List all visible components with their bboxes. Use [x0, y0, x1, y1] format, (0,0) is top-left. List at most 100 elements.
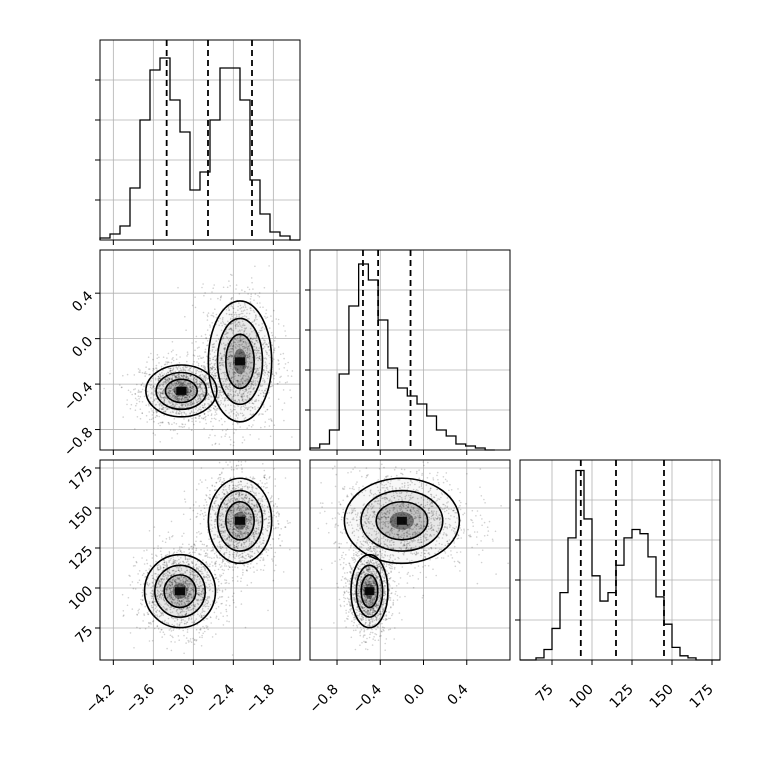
scatter-point [178, 381, 180, 383]
scatter-point [186, 394, 188, 397]
scatter-point [180, 374, 183, 377]
scatter-point [160, 629, 162, 631]
scatter-point [151, 553, 153, 555]
scatter-point [230, 468, 233, 471]
scatter-point [225, 604, 227, 606]
scatter-point [207, 628, 209, 631]
scatter-point [164, 378, 167, 381]
scatter-point [152, 386, 155, 388]
scatter-point [193, 643, 196, 645]
scatter-point [213, 390, 216, 392]
scatter-point [245, 378, 247, 380]
scatter-point [121, 593, 124, 596]
scatter-point [140, 598, 142, 601]
scatter-point [225, 608, 227, 611]
scatter-point [271, 385, 274, 387]
scatter-point [129, 391, 132, 393]
scatter-point [221, 590, 224, 593]
scatter-point [214, 565, 217, 567]
scatter-point [225, 610, 228, 613]
scatter-point [195, 628, 198, 631]
scatter-point [269, 405, 272, 408]
scatter-point [149, 564, 152, 567]
scatter-point [185, 637, 188, 639]
scatter-point [154, 434, 156, 436]
scatter-point [250, 293, 252, 296]
scatter-point [205, 561, 208, 563]
scatter-point [229, 439, 232, 441]
scatter-point [195, 547, 198, 550]
scatter-point [199, 374, 202, 376]
scatter-point [140, 391, 143, 393]
scatter-point [257, 294, 259, 297]
scatter-point [143, 563, 146, 565]
scatter-point [152, 367, 154, 370]
scatter-point [240, 464, 243, 466]
scatter-point [199, 553, 202, 556]
scatter-point [253, 419, 255, 422]
scatter-point [177, 549, 179, 552]
scatter-point [163, 407, 165, 409]
scatter-point [161, 408, 163, 410]
scatter-point [183, 384, 186, 386]
scatter-point [121, 386, 123, 389]
scatter-point [136, 399, 138, 401]
scatter-point [206, 344, 209, 347]
scatter-point [225, 579, 228, 582]
scatter-point [194, 389, 196, 392]
scatter-point [233, 441, 235, 444]
scatter-point [226, 428, 229, 431]
scatter-point [127, 596, 130, 599]
scatter-point [185, 376, 188, 378]
scatter-point [183, 374, 186, 377]
scatter-point [200, 645, 203, 647]
scatter-point [144, 372, 147, 375]
scatter-point [211, 477, 213, 479]
scatter-point [175, 382, 177, 385]
scatter-point [137, 389, 140, 392]
scatter-point [197, 362, 200, 365]
scatter-point [155, 410, 158, 413]
scatter-point [199, 522, 202, 525]
scatter-point [195, 406, 198, 409]
scatter-point [209, 326, 211, 328]
scatter-point [188, 427, 190, 429]
scatter-point [259, 302, 261, 304]
scatter-point [222, 624, 225, 626]
scatter-point [200, 387, 203, 390]
scatter-point [210, 368, 213, 370]
scatter-point [155, 414, 158, 417]
scatter-point [122, 615, 125, 617]
scatter-point [224, 582, 227, 584]
scatter-point [272, 351, 275, 354]
scatter-point [166, 553, 169, 556]
scatter-point [206, 314, 209, 316]
scatter-point [180, 385, 183, 388]
scatter-point [146, 421, 148, 423]
scatter-point [218, 395, 221, 397]
scatter-point [186, 366, 189, 368]
scatter-point [176, 368, 179, 371]
scatter-point [157, 422, 160, 425]
scatter-point [159, 550, 162, 552]
scatter-point [228, 620, 230, 623]
scatter-point [161, 421, 164, 423]
scatter-point [215, 418, 217, 421]
scatter-point [225, 565, 228, 567]
scatter-point [144, 576, 146, 578]
scatter-point [168, 551, 171, 553]
scatter-point [164, 395, 166, 398]
scatter-point [267, 609, 269, 612]
scatter-point [259, 306, 262, 309]
scatter-point [160, 383, 162, 386]
scatter-point [172, 349, 174, 352]
scatter-point [167, 361, 169, 363]
scatter-point [199, 398, 202, 401]
scatter-point [186, 351, 189, 354]
scatter-point [283, 367, 286, 369]
scatter-point [273, 374, 276, 377]
scatter-point [224, 398, 226, 401]
scatter-point [222, 572, 225, 575]
scatter-point [172, 385, 174, 387]
scatter-point [183, 368, 185, 371]
